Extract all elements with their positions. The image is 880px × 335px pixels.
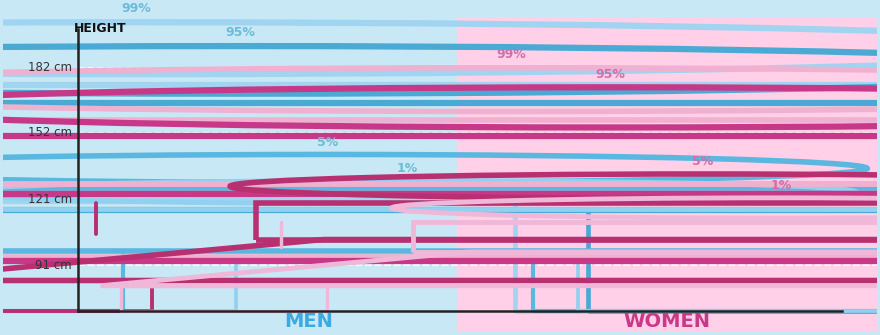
- Text: 95%: 95%: [225, 26, 255, 40]
- Text: 1%: 1%: [771, 180, 792, 193]
- Bar: [0, 251, 122, 311]
- Bar: [0, 261, 236, 311]
- Bar: [0, 135, 880, 194]
- Text: 1%: 1%: [396, 162, 417, 175]
- Text: 99%: 99%: [496, 48, 525, 61]
- Bar: [532, 251, 880, 311]
- Bar: [588, 210, 880, 311]
- Bar: [515, 201, 880, 311]
- Text: 99%: 99%: [121, 2, 150, 15]
- Text: 95%: 95%: [596, 68, 626, 81]
- Bar: [0, 188, 880, 251]
- Text: 152 cm: 152 cm: [28, 126, 72, 139]
- Text: 5%: 5%: [317, 136, 338, 149]
- Text: MEN: MEN: [284, 312, 334, 331]
- Bar: [0, 120, 880, 184]
- Bar: [0, 209, 880, 261]
- Bar: [457, 18, 877, 332]
- Bar: [121, 286, 327, 311]
- Bar: [0, 280, 152, 311]
- Text: HEIGHT: HEIGHT: [74, 22, 126, 35]
- Bar: [577, 261, 880, 311]
- Text: 91 cm: 91 cm: [35, 259, 72, 272]
- Bar: [0, 84, 880, 201]
- Text: 5%: 5%: [692, 155, 713, 169]
- Bar: [0, 103, 880, 210]
- Text: 182 cm: 182 cm: [28, 61, 72, 74]
- Bar: [414, 222, 880, 252]
- Text: 121 cm: 121 cm: [28, 194, 72, 206]
- Bar: [3, 18, 457, 332]
- Text: WOMEN: WOMEN: [623, 312, 710, 331]
- Bar: [256, 203, 880, 240]
